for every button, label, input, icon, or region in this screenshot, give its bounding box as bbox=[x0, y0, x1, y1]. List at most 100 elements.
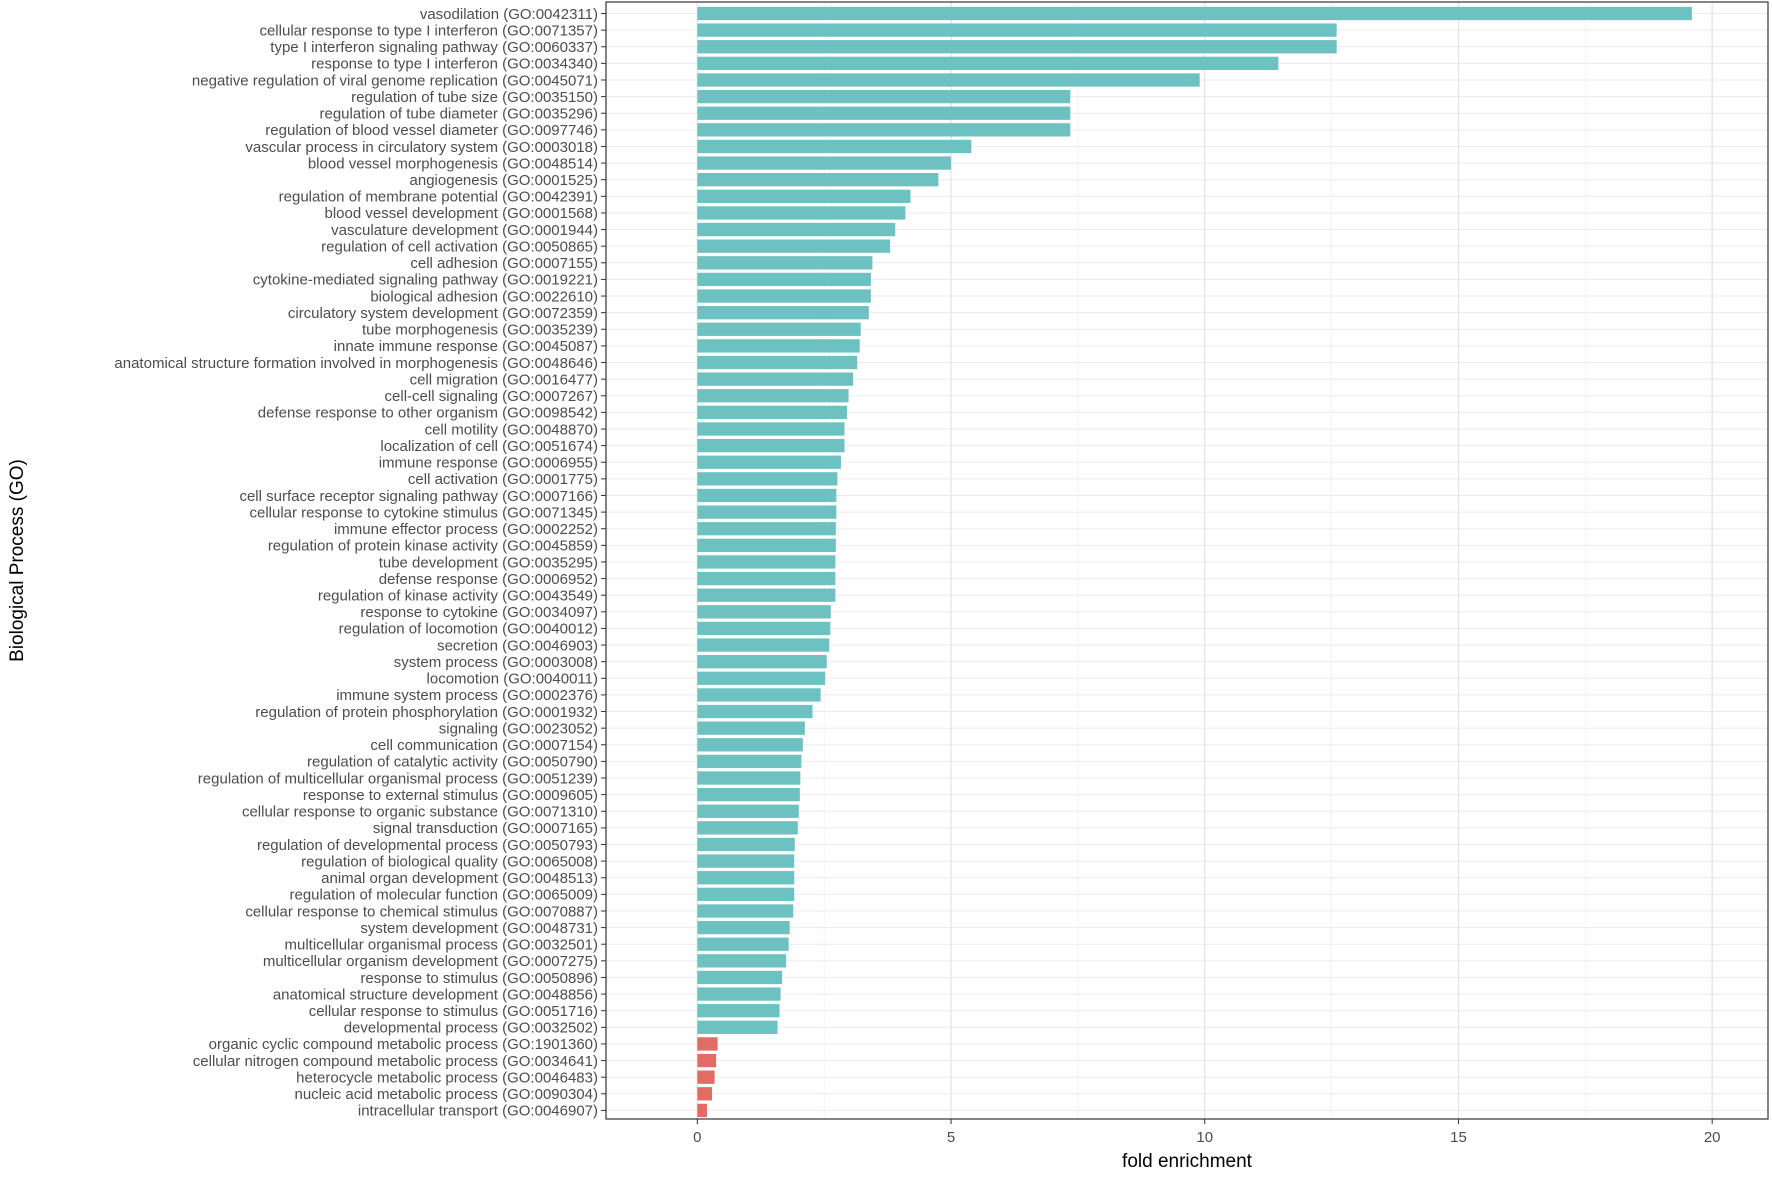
x-tick-label: 0 bbox=[693, 1129, 701, 1146]
y-tick-label: defense response to other organism (GO:0… bbox=[258, 405, 598, 422]
y-tick-label: immune system process (GO:0002376) bbox=[336, 687, 598, 704]
bar bbox=[697, 638, 830, 652]
y-tick-label: defense response (GO:0006952) bbox=[379, 571, 598, 588]
bar bbox=[697, 405, 848, 420]
y-tick-label: cell communication (GO:0007154) bbox=[370, 737, 598, 754]
y-tick-label: cellular response to organic substance (… bbox=[242, 804, 598, 821]
bar bbox=[697, 272, 871, 287]
y-tick-label: biological adhesion (GO:0022610) bbox=[370, 288, 598, 305]
y-tick-label: organic cyclic compound metabolic proces… bbox=[209, 1036, 598, 1053]
y-tick-label: cell migration (GO:0016477) bbox=[410, 371, 598, 388]
bar bbox=[697, 40, 1337, 54]
y-tick-label: regulation of protein phosphorylation (G… bbox=[255, 704, 598, 721]
bar bbox=[697, 821, 798, 835]
bar bbox=[697, 1087, 713, 1101]
y-tick-label: regulation of cell activation (GO:005086… bbox=[321, 238, 598, 255]
y-tick-label: immune effector process (GO:0002252) bbox=[334, 521, 598, 538]
y-tick-label: cellular response to type I interferon (… bbox=[259, 22, 598, 39]
y-tick-label: cellular nitrogen compound metabolic pro… bbox=[193, 1053, 598, 1070]
panel-border bbox=[605, 1, 1769, 1120]
x-tick-label: 15 bbox=[1450, 1129, 1467, 1146]
x-tick-label: 20 bbox=[1704, 1129, 1721, 1146]
y-tick-label: regulation of biological quality (GO:006… bbox=[301, 853, 598, 870]
y-tick-label: innate immune response (GO:0045087) bbox=[334, 338, 598, 355]
y-tick-label: anatomical structure development (GO:004… bbox=[273, 986, 598, 1003]
y-tick-label: response to cytokine (GO:0034097) bbox=[360, 604, 598, 621]
bar bbox=[697, 937, 789, 951]
y-tick-label: multicellular organism development (GO:0… bbox=[263, 953, 598, 970]
y-tick-label: regulation of protein kinase activity (G… bbox=[268, 538, 598, 555]
bar bbox=[697, 256, 873, 270]
y-tick-label: regulation of membrane potential (GO:004… bbox=[279, 189, 598, 206]
bar bbox=[697, 1037, 718, 1051]
y-tick-label: cell activation (GO:0001775) bbox=[408, 471, 598, 488]
bar bbox=[697, 289, 871, 303]
y-tick-label: blood vessel development (GO:0001568) bbox=[324, 205, 598, 222]
bar bbox=[697, 322, 861, 336]
y-tick-label: heterocycle metabolic process (GO:004648… bbox=[296, 1069, 598, 1086]
bar bbox=[697, 123, 1071, 137]
y-tick-label: signal transduction (GO:0007165) bbox=[373, 820, 598, 837]
y-tick-label: secretion (GO:0046903) bbox=[437, 637, 598, 654]
bar bbox=[697, 206, 906, 220]
y-tick-label: nucleic acid metabolic process (GO:00903… bbox=[295, 1086, 599, 1103]
y-tick-label: angiogenesis (GO:0001525) bbox=[410, 172, 598, 189]
bar bbox=[697, 56, 1279, 71]
bar bbox=[697, 472, 838, 486]
bar bbox=[697, 139, 972, 154]
bar bbox=[697, 106, 1071, 120]
bar bbox=[697, 239, 891, 253]
y-tick-label: response to type I interferon (GO:003434… bbox=[311, 56, 598, 73]
bar bbox=[697, 787, 800, 802]
y-tick-label: regulation of locomotion (GO:0040012) bbox=[339, 621, 598, 638]
y-tick-label: regulation of developmental process (GO:… bbox=[257, 837, 598, 854]
y-tick-label: cellular response to chemical stimulus (… bbox=[245, 903, 598, 920]
y-tick-label: signaling (GO:0023052) bbox=[439, 720, 598, 737]
bar bbox=[697, 671, 826, 685]
y-tick-label: regulation of blood vessel diameter (GO:… bbox=[265, 122, 598, 139]
y-tick-label: response to stimulus (GO:0050896) bbox=[360, 970, 598, 987]
bar bbox=[697, 970, 783, 985]
y-axis-title: Biological Process (GO) bbox=[7, 459, 28, 662]
x-tick-label: 10 bbox=[1196, 1129, 1213, 1146]
y-tick-label: response to external stimulus (GO:000960… bbox=[303, 787, 598, 804]
bar bbox=[697, 920, 790, 935]
bar bbox=[697, 189, 911, 203]
bar bbox=[697, 1004, 780, 1018]
bar bbox=[697, 23, 1337, 37]
bar bbox=[697, 887, 795, 902]
y-tick-label: regulation of kinase activity (GO:004354… bbox=[318, 588, 598, 605]
y-tick-labels: vasodilation (GO:0042311)cellular respon… bbox=[114, 6, 606, 1120]
bar bbox=[697, 538, 836, 552]
bar bbox=[697, 771, 801, 785]
bar bbox=[697, 655, 827, 669]
y-tick-label: type I interferon signaling pathway (GO:… bbox=[270, 39, 598, 56]
bar bbox=[697, 738, 803, 752]
bar bbox=[697, 871, 795, 885]
y-tick-label: cell surface receptor signaling pathway … bbox=[239, 488, 598, 505]
bar bbox=[697, 688, 821, 702]
bar bbox=[697, 306, 869, 320]
y-tick-label: cytokine-mediated signaling pathway (GO:… bbox=[253, 272, 598, 289]
bar bbox=[697, 372, 854, 386]
bar bbox=[697, 6, 1692, 21]
y-tick-label: negative regulation of viral genome repl… bbox=[192, 72, 598, 89]
y-tick-label: regulation of catalytic activity (GO:005… bbox=[307, 754, 598, 771]
y-tick-label: intracellular transport (GO:0046907) bbox=[358, 1103, 598, 1120]
y-tick-label: tube morphogenesis (GO:0035239) bbox=[362, 322, 598, 339]
bar bbox=[697, 987, 781, 1001]
bar bbox=[697, 1070, 715, 1084]
bar bbox=[697, 621, 831, 636]
y-tick-label: vascular process in circulatory system (… bbox=[245, 139, 598, 156]
bar bbox=[697, 389, 849, 403]
bar bbox=[697, 455, 841, 469]
bar bbox=[697, 588, 836, 602]
bar bbox=[697, 1103, 707, 1118]
bar bbox=[697, 505, 837, 519]
bar bbox=[697, 156, 952, 170]
bar bbox=[697, 854, 795, 868]
bar bbox=[697, 904, 794, 918]
bar bbox=[697, 721, 805, 735]
y-tick-label: cell motility (GO:0048870) bbox=[425, 421, 598, 438]
